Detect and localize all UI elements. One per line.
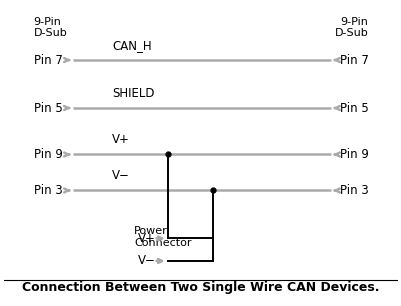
Text: V−: V− — [112, 169, 130, 182]
Text: SHIELD: SHIELD — [112, 87, 154, 100]
Text: Pin 9: Pin 9 — [339, 148, 368, 161]
Text: V+: V+ — [138, 232, 156, 245]
Text: V+: V+ — [112, 133, 130, 146]
Text: Connection Between Two Single Wire CAN Devices.: Connection Between Two Single Wire CAN D… — [22, 281, 379, 294]
Text: Pin 7: Pin 7 — [339, 54, 368, 66]
Text: Pin 5: Pin 5 — [33, 102, 62, 114]
Text: Power
Connector: Power Connector — [134, 226, 191, 248]
Text: 9-Pin
D-Sub: 9-Pin D-Sub — [334, 17, 368, 38]
Text: Pin 3: Pin 3 — [339, 184, 368, 197]
Text: 9-Pin
D-Sub: 9-Pin D-Sub — [33, 17, 67, 38]
Text: Pin 5: Pin 5 — [339, 102, 368, 114]
Text: Pin 9: Pin 9 — [33, 148, 62, 161]
Text: Pin 7: Pin 7 — [33, 54, 62, 66]
Text: Pin 3: Pin 3 — [33, 184, 62, 197]
Text: CAN_H: CAN_H — [112, 39, 152, 52]
Text: V−: V− — [138, 255, 156, 267]
